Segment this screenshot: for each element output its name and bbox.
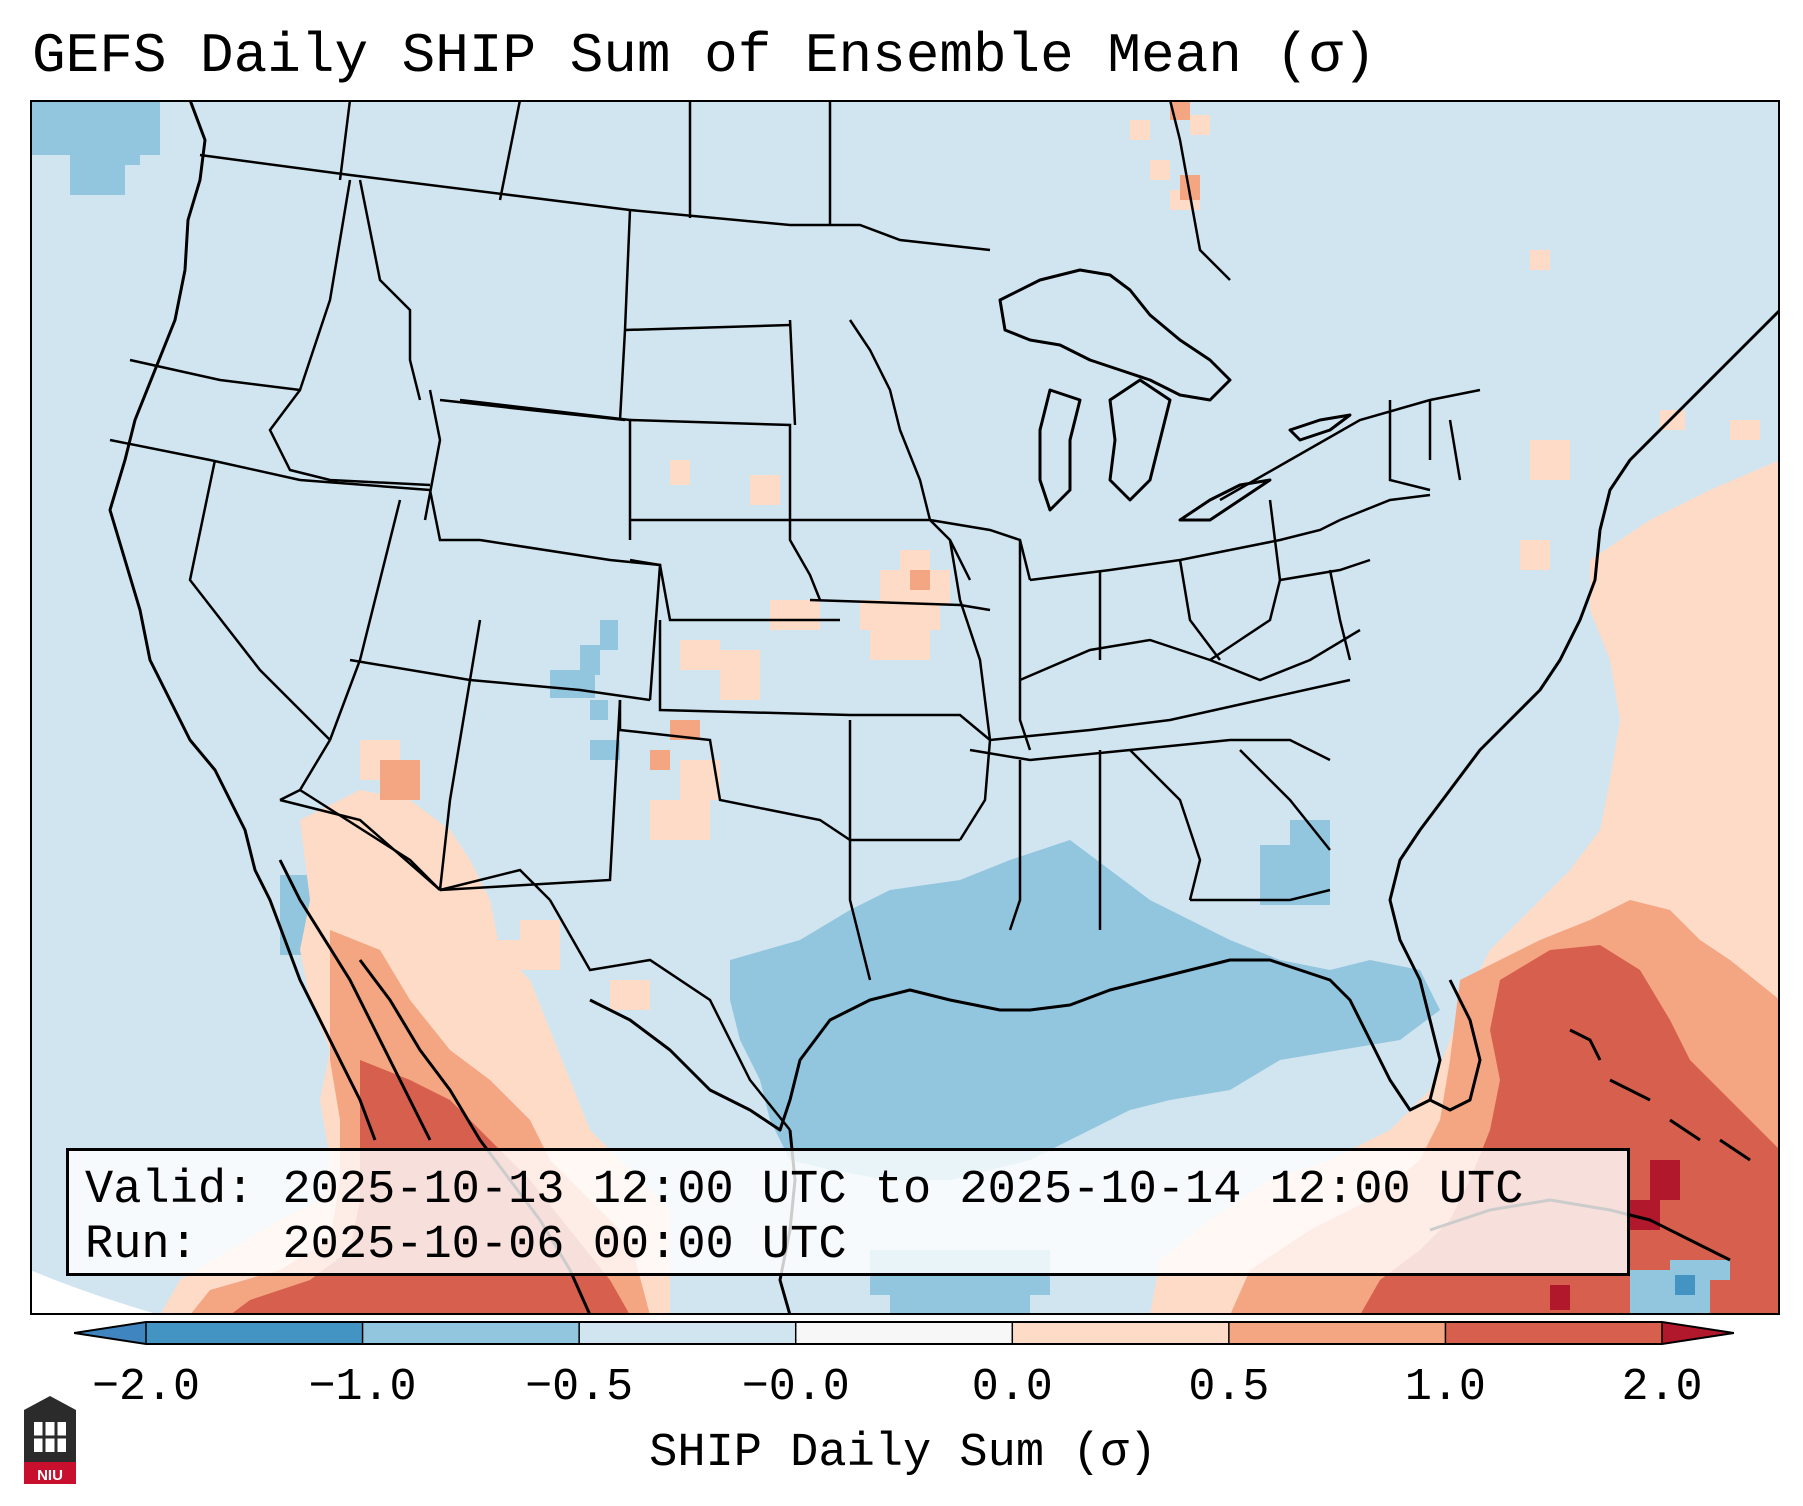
map-border	[30, 100, 1780, 1315]
valid-label: Valid:	[85, 1164, 255, 1217]
colorbar	[74, 1321, 1734, 1345]
validity-info-box: Valid: 2025-10-13 12:00 UTC to 2025-10-1…	[66, 1148, 1630, 1276]
projection-edge-left	[30, 1270, 160, 1315]
colorbar-bin	[146, 1322, 364, 1344]
map-panel	[30, 100, 1780, 1315]
anomaly-atlantic-extreme	[1550, 1160, 1680, 1310]
colorbar-bin	[795, 1322, 1013, 1344]
colorbar-bin	[579, 1322, 797, 1344]
colorbar-outline	[74, 1321, 1734, 1345]
run-label: Run:	[85, 1219, 198, 1272]
map-svg	[30, 100, 1780, 1315]
anomaly-cuba-strong	[1675, 1275, 1695, 1295]
run-time-line: Run: 2025-10-06 00:00 UTC	[85, 1218, 1613, 1273]
colorbar-over-arrow	[1662, 1322, 1734, 1344]
colorbar-tick-label: −0.0	[741, 1362, 850, 1413]
run-value: 2025-10-06 00:00 UTC	[282, 1219, 847, 1272]
colorbar-bin	[1445, 1322, 1663, 1344]
colorbar-tick-label: −2.0	[91, 1362, 201, 1413]
chart-title: GEFS Daily SHIP Sum of Ensemble Mean (σ)	[32, 24, 1377, 88]
colorbar-tick-label: 0.5	[1188, 1362, 1270, 1413]
colorbar-tick-label: 2.0	[1621, 1362, 1703, 1413]
anomaly-northwest	[30, 100, 160, 195]
logo-text: NIU	[37, 1467, 63, 1484]
colorbar-tick-label: 0.0	[971, 1362, 1053, 1413]
valid-value: 2025-10-13 12:00 UTC to 2025-10-14 12:00…	[282, 1164, 1524, 1217]
colorbar-bin	[1012, 1322, 1230, 1344]
colorbar-tick-label: −0.5	[525, 1362, 634, 1413]
valid-time-line: Valid: 2025-10-13 12:00 UTC to 2025-10-1…	[85, 1163, 1613, 1218]
colorbar-label: SHIP Daily Sum (σ)	[649, 1427, 1157, 1480]
colorbar-bin	[1228, 1322, 1446, 1344]
colorbar-tick-label: 1.0	[1404, 1362, 1486, 1413]
niu-logo: NIU	[24, 1396, 76, 1484]
colorbar-tick-label: −1.0	[308, 1362, 417, 1413]
colorbar-bin	[362, 1322, 580, 1344]
colorbar-under-arrow	[74, 1322, 146, 1344]
state-borders	[109, 100, 1481, 1131]
